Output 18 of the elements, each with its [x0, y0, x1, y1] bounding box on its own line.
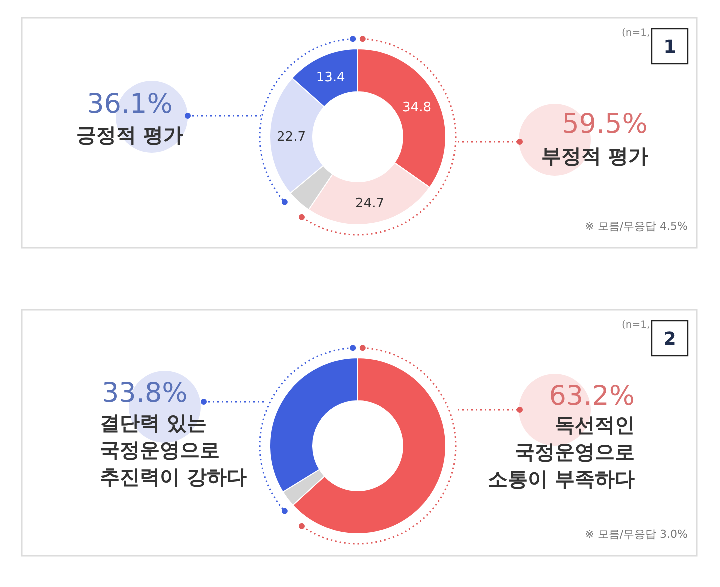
data-label: 24.7: [356, 196, 385, 212]
text: (n=1,: [622, 320, 650, 331]
text: (n=1,: [622, 28, 650, 39]
text: 63.2%: [549, 381, 635, 412]
text: 부정적 평가: [542, 144, 648, 168]
text: ※ 모름/무응답 4.5%: [585, 220, 688, 233]
text: 1: [664, 37, 676, 58]
text: 독선적인 국정운영으로 소통이 부족하다: [488, 413, 635, 491]
text: 36.1%: [87, 89, 173, 120]
data-label: 34.8: [402, 100, 432, 116]
text: 결단력 있는 국정운영으로 추진력이 강하다: [100, 411, 247, 489]
text: 긍정적 평가: [76, 123, 184, 147]
text: 59.5%: [562, 109, 648, 140]
data-label: 13.4: [316, 70, 346, 86]
data-label: 22.7: [277, 130, 306, 145]
text: 33.8%: [102, 378, 188, 409]
text: 2: [664, 329, 676, 350]
text: ※ 모름/무응답 3.0%: [585, 528, 688, 541]
